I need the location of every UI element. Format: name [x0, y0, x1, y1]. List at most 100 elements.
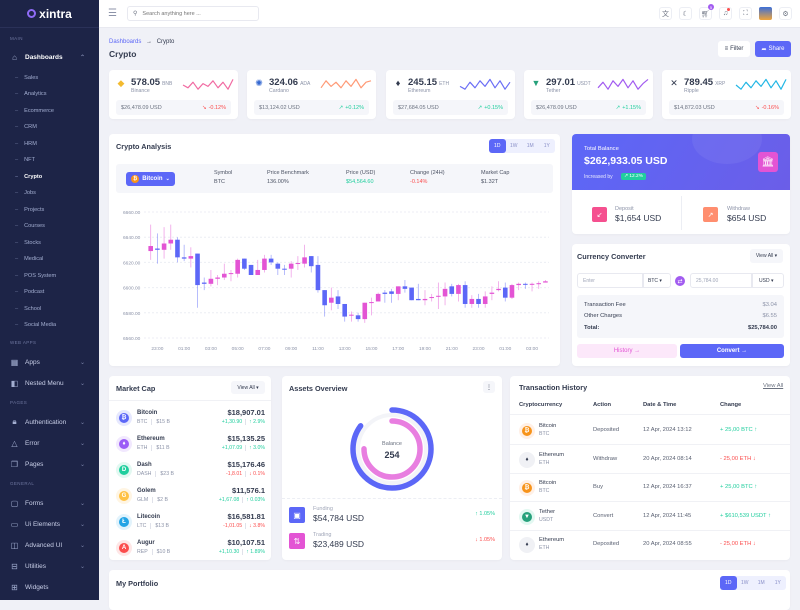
coin-glyph: Ł — [119, 517, 129, 527]
coin-card-binance[interactable]: ◆ 578.05 BNB Binance $26,478.09 USD ↘ -0.12% — [109, 70, 238, 119]
coin-glyph: A — [119, 543, 129, 553]
sidebar-item-label: Nested Menu — [25, 379, 64, 387]
market-cap-row[interactable]: G Golem GLM $2 B $11,576.1 +1,67.08 ↑ 0.03% — [109, 484, 271, 508]
candle-body — [409, 287, 414, 301]
to-amount-input[interactable]: 25,784.00 — [690, 273, 752, 288]
coin-select[interactable]: ₿ Bitcoin ⌄ — [126, 172, 175, 186]
sidebar-item-pages[interactable]: ❐ Pages ⌄ — [0, 454, 99, 475]
swap-icon[interactable]: ⇄ — [675, 276, 685, 286]
candle-body — [516, 283, 521, 286]
table-row[interactable]: ♦ Ethereum ETH Deposited 20 Apr, 2024 08:55 -… — [510, 531, 790, 559]
market-cap-row[interactable]: ♦ Ethereum ETH $11 B $15,135.25 +1,07.09 ↑ 3.0… — [109, 432, 271, 456]
cart-icon[interactable]: 🛒︎ 5 — [699, 4, 714, 20]
candle-body — [395, 286, 401, 294]
period-tab-1d[interactable]: 1D — [489, 139, 506, 153]
bell-icon[interactable]: ♫ — [719, 7, 732, 20]
sidebar-item-stocks[interactable]: – Stocks — [0, 235, 99, 252]
menu-toggle-icon[interactable]: ☰ — [108, 8, 117, 19]
market-cap-row[interactable]: A Augur REP $10 B $10,107.51 +1,10.30 ↑ 1.89% — [109, 536, 271, 560]
coin-cap: $11 B — [151, 445, 170, 451]
logo[interactable]: xintra — [0, 0, 99, 28]
table-row[interactable]: ♦ Ethereum ETH Withdraw 20 Apr, 2024 08:14 - … — [510, 446, 790, 474]
sidebar-item-courses[interactable]: – Courses — [0, 218, 99, 235]
coin-card-ripple[interactable]: ✕ 789.45 XRP Ripple $14,872.03 USD ↘ -0.16% — [662, 70, 791, 119]
sidebar-item-medical[interactable]: – Medical — [0, 251, 99, 268]
sidebar-item-apps[interactable]: ▦ Apps ⌄ — [0, 352, 99, 373]
history-button[interactable]: History → — [577, 344, 677, 358]
coin-glyph: G — [119, 491, 129, 501]
sidebar-item-pos-system[interactable]: – POS System — [0, 268, 99, 285]
sidebar-item-widgets[interactable]: ⊞ Widgets — [0, 577, 99, 598]
candle-body — [295, 263, 301, 265]
market-cap-row[interactable]: ₿ Bitcoin BTC $15 B $18,907.01 +1,30.90 ↑ 2.9% — [109, 406, 271, 430]
sidebar-item-error[interactable]: △ Error ⌄ — [0, 433, 99, 454]
avatar[interactable] — [759, 7, 772, 20]
sidebar-item-nested-menu[interactable]: ◧ Nested Menu ⌄ — [0, 373, 99, 394]
period-tab-1m[interactable]: 1M — [757, 580, 765, 586]
sidebar-item-label: Ui Elements — [25, 520, 61, 528]
ethereum-icon: ♦ — [116, 436, 132, 452]
from-amount-input[interactable]: Enter — [577, 273, 643, 288]
sidebar-item-crm[interactable]: – CRM — [0, 119, 99, 136]
moon-icon[interactable]: ☾ — [679, 7, 692, 20]
coin-price-row: 789.45 XRP — [684, 77, 725, 88]
sidebar-item-sales[interactable]: – Sales — [0, 70, 99, 87]
gear-icon[interactable]: ⚙ — [779, 7, 792, 20]
coin-card-ethereum[interactable]: ♦ 245.15 ETH Ethereum $27,684.05 USD ↗ +0.15% — [386, 70, 515, 119]
fullscreen-icon[interactable]: ⛶ — [739, 7, 752, 20]
sidebar-item-crypto[interactable]: – Crypto — [0, 169, 99, 186]
breadcrumb-dashboards[interactable]: Dashboards — [109, 39, 142, 45]
x-tick-label: 23:00 — [151, 346, 163, 352]
sidebar-item-school[interactable]: – School — [0, 301, 99, 318]
sidebar-item-social-media[interactable]: – Social Media — [0, 317, 99, 334]
share-button[interactable]: ➦ Share — [755, 41, 791, 57]
to-currency-select[interactable]: USD ▾ — [752, 273, 784, 288]
coin-card-tether[interactable]: ▼ 297.01 USDT Tether $26,478.09 USD ↗ +1.15% — [524, 70, 653, 119]
search-box[interactable]: ⚲ — [127, 6, 259, 21]
sidebar-item-forms[interactable]: ▢ Forms ⌄ — [0, 493, 99, 514]
candle-body — [235, 259, 240, 274]
search-input[interactable] — [142, 10, 253, 17]
sidebar-item-advanced-ui[interactable]: ◫ Advanced UI ⌄ — [0, 535, 99, 556]
sidebar-item-nft[interactable]: – NFT — [0, 152, 99, 169]
sidebar-item-label: NFT — [24, 157, 35, 164]
period-tab-1m[interactable]: 1M — [526, 143, 534, 149]
sidebar-item-dashboards[interactable]: ⌂ Dashboards ⌃ — [0, 47, 99, 68]
filter-button[interactable]: ≡ Filter — [718, 41, 750, 57]
convert-button[interactable]: Convert → — [680, 344, 784, 358]
coin-price-row: 297.01 USDT — [546, 77, 591, 88]
market-cap-row[interactable]: D Dash DASH $23 B $15,176.46 -1,8.01 ↓ 0.1% — [109, 458, 271, 482]
market-cap-row[interactable]: Ł Litecoin LTC $13 B $16,581.81 -1,01.05 ↓ 3.8… — [109, 510, 271, 534]
sidebar-item-jobs[interactable]: – Jobs — [0, 185, 99, 202]
translate-icon[interactable]: 文 — [659, 7, 672, 20]
converter-view-all-button[interactable]: View All ▾ — [750, 249, 783, 263]
coin-name: Ethereum — [408, 88, 431, 94]
sidebar-item-hrm[interactable]: – HRM — [0, 136, 99, 153]
coin-change-value: -0.12% — [208, 104, 226, 111]
sidebar-item-label: Dashboards — [25, 54, 63, 61]
table-row[interactable]: ₿ Bitcoin BTC Deposited 12 Apr, 2024 13:12 + … — [510, 417, 790, 445]
fee-value: $6.55 — [762, 313, 777, 319]
sidebar-item-ui-elements[interactable]: ▭ Ui Elements ⌄ — [0, 514, 99, 535]
sidebar-item-utilities[interactable]: ⊟ Utilities ⌄ — [0, 556, 99, 577]
coin-change: ↘ -0.16% — [755, 105, 779, 111]
sidebar-item-analytics[interactable]: – Analytics — [0, 86, 99, 103]
more-options-icon[interactable]: ⋮ — [483, 381, 495, 393]
portfolio-title: My Portfolio — [116, 579, 159, 588]
sidebar-item-ecommerce[interactable]: – Ecommerce — [0, 103, 99, 120]
period-tab-1d[interactable]: 1D — [720, 576, 737, 590]
sidebar-item-projects[interactable]: – Projects — [0, 202, 99, 219]
sidebar-item-authentication[interactable]: 🔒︎ Authentication ⌄ — [0, 412, 99, 433]
period-tab-1w[interactable]: 1W — [510, 143, 518, 149]
period-tab-1w[interactable]: 1W — [741, 580, 749, 586]
transactions-view-all-link[interactable]: View All — [763, 383, 784, 389]
table-row[interactable]: ▼ Tether USDT Convert 12 Apr, 2024 11:45 + $6… — [510, 503, 790, 531]
from-currency-select[interactable]: BTC ▾ — [643, 273, 671, 288]
coin-card-cardano[interactable]: ✺ 324.06 ADA Cardano $13,124.02 USD ↗ +0.12% — [247, 70, 376, 119]
sidebar-item-podcast[interactable]: – Podcast — [0, 284, 99, 301]
table-row[interactable]: ₿ Bitcoin BTC Buy 12 Apr, 2024 16:37 + 25,00 … — [510, 474, 790, 502]
asset-label: Funding — [313, 506, 333, 512]
period-tab-1y[interactable]: 1Y — [774, 580, 781, 586]
period-tab-1y[interactable]: 1Y — [543, 143, 550, 149]
market-cap-view-all-button[interactable]: View All ▾ — [231, 381, 265, 394]
